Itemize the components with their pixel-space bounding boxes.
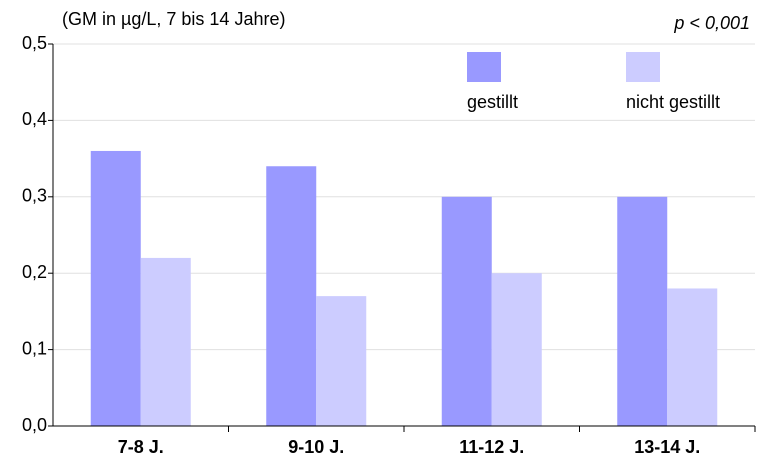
annotation: p < 0,001 bbox=[673, 13, 750, 33]
x-tick-label: 9-10 J. bbox=[288, 437, 344, 457]
bar bbox=[90, 150, 141, 426]
chart-subtitle: (GM in µg/L, 7 bis 14 Jahre) bbox=[62, 9, 285, 29]
y-tick-label: 0,5 bbox=[22, 33, 47, 53]
y-tick-label: 0,0 bbox=[22, 415, 47, 435]
x-tick-label: 7-8 J. bbox=[118, 437, 164, 457]
bar bbox=[667, 288, 718, 426]
bar bbox=[617, 196, 668, 426]
legend-swatch bbox=[467, 52, 501, 82]
legend-label: gestillt bbox=[467, 92, 518, 112]
y-tick-label: 0,4 bbox=[22, 109, 47, 129]
bar bbox=[140, 257, 191, 426]
y-tick-label: 0,3 bbox=[22, 186, 47, 206]
bar bbox=[316, 296, 367, 426]
x-tick-label: 11-12 J. bbox=[459, 437, 524, 457]
legend-label: nicht gestillt bbox=[626, 92, 720, 112]
bar bbox=[491, 273, 542, 426]
legend-swatch bbox=[626, 52, 660, 82]
x-tick-label: 13-14 J. bbox=[634, 437, 700, 457]
bar bbox=[441, 196, 492, 426]
y-tick-label: 0,2 bbox=[22, 262, 47, 282]
y-tick-label: 0,1 bbox=[22, 338, 47, 358]
bar bbox=[266, 166, 317, 427]
